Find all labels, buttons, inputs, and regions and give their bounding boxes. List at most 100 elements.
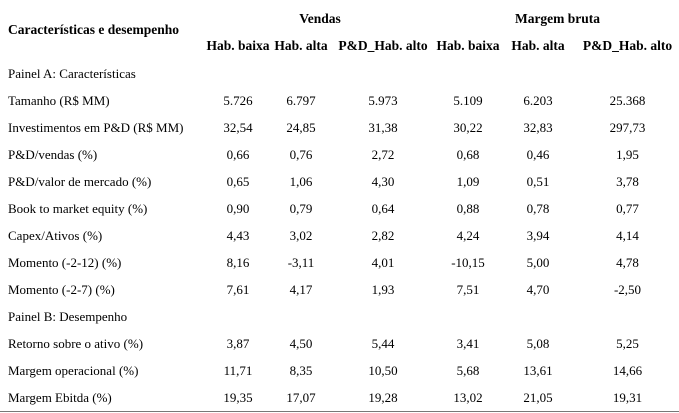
cell-value: -2,50 [613,281,642,297]
cell-value: 31,38 [368,119,398,135]
cell-value: 4,43 [226,227,250,243]
cell-value: 0,46 [526,146,550,162]
cell-value: 14,66 [612,362,643,378]
cell-value: 32,54 [223,119,253,135]
cell-value: 4,17 [289,281,313,297]
cell-value: 0,68 [456,146,480,162]
section-title: Painel B: Desempenho [8,308,128,324]
table-row: Retorno sobre o ativo (%) 3,87 4,50 5,44 3,4… [0,330,679,357]
cell-value: -3,11 [287,254,315,270]
subheader-margem-ped-hab-alto: P&D_Hab. alto [582,38,673,53]
cell-value: 4,78 [616,254,639,270]
cell-value: 7,61 [226,281,250,297]
table-row: Margem Ebitda (%) 19,35 17,07 19,28 13,02 21,… [0,384,679,412]
cell-value: 297,73 [609,119,646,135]
cell-value: 4,14 [616,227,639,243]
table-row: Investimentos em P&D (R$ MM) 32,54 24,85 31… [0,114,679,141]
column-group-margem-bruta: Margem bruta [514,11,601,26]
table-row: Momento (-2-7) (%) 7,61 4,17 1,93 7,51 4,70 -2… [0,276,679,303]
cell-value: 6.797 [286,92,316,108]
subheader-vendas-hab-baixa: Hab. baixa [206,38,270,53]
cell-value: 24,85 [286,119,316,135]
row-label: Momento (-2-12) (%) [8,254,122,270]
cell-value: 30,22 [453,119,483,135]
cell-value: 11,71 [223,362,253,378]
row-label: Book to market equity (%) [8,200,148,216]
subheader-vendas-ped-hab-alto: P&D_Hab. alto [338,38,428,53]
cell-value: -10,15 [451,254,485,270]
cell-value: 0,77 [616,200,639,216]
cell-value: 25.368 [609,92,646,108]
cell-value: 13,61 [523,362,553,378]
cell-value: 0,78 [526,200,550,216]
corner-header: Características e desempenho [8,22,179,37]
cell-value: 5,44 [371,335,395,351]
cell-value: 5.726 [223,92,253,108]
row-label: Capex/Ativos (%) [8,227,103,243]
cell-value: 13,02 [453,389,483,405]
cell-value: 10,50 [368,362,398,378]
row-label: Retorno sobre o ativo (%) [8,335,144,351]
table-row: Momento (-2-12) (%) 8,16 -3,11 4,01 -10,15 5,… [0,249,679,276]
row-label: Momento (-2-7) (%) [8,281,115,297]
cell-value: 2,72 [371,146,395,162]
cell-value: 19,31 [612,389,643,405]
cell-value: 21,05 [523,389,553,405]
table-header: Características e desempenho Vendas Marg… [0,0,679,60]
subheader-margem-hab-alta: Hab. alta [511,38,565,53]
cell-value: 5,25 [616,335,639,351]
row-label: Investimentos em P&D (R$ MM) [8,119,184,135]
subheader-margem-hab-baixa: Hab. baixa [436,38,500,53]
cell-value: 5.973 [368,92,398,108]
cell-value: 4,01 [371,254,395,270]
cell-value: 5,68 [456,362,480,378]
table-row: P&D/vendas (%) 0,66 0,76 2,72 0,68 0,46 1,95 [0,141,679,168]
subheader-vendas-hab-alta: Hab. alta [274,38,328,53]
cell-value: 0,76 [289,146,313,162]
cell-value: 5,00 [526,254,550,270]
cell-value: 0,51 [526,173,550,189]
table-body: Painel A: Características Tamanho (R$ MM)… [0,60,679,412]
row-label: Margem Ebitda (%) [8,389,112,405]
cell-value: 2,82 [371,227,395,243]
cell-value: 0,64 [371,200,395,216]
cell-value: 3,78 [616,173,639,189]
cell-value: 3,87 [226,335,250,351]
table-row: Capex/Ativos (%) 4,43 3,02 2,82 4,24 3,94 4,14 [0,222,679,249]
cell-value: 1,09 [456,173,480,189]
table-row: Margem operacional (%) 11,71 8,35 10,50 5,68… [0,357,679,384]
table-row: Book to market equity (%) 0,90 0,79 0,64 0,8… [0,195,679,222]
column-group-vendas: Vendas [299,11,341,26]
row-label: P&D/valor de mercado (%) [8,173,152,189]
cell-value: 0,88 [456,200,480,216]
cell-value: 5,08 [526,335,550,351]
section-title-row: Painel A: Características [0,60,679,87]
row-label: Tamanho (R$ MM) [8,92,110,108]
subheader-row: Hab. baixa Hab. alta P&D_Hab. alto Hab. … [0,32,679,60]
cell-value: 4,30 [371,173,395,189]
cell-value: 8,16 [226,254,250,270]
cell-value: 17,07 [286,389,316,405]
column-group-row: Características e desempenho Vendas Marg… [0,0,679,37]
cell-value: 19,35 [223,389,253,405]
row-label: Margem operacional (%) [8,362,139,378]
section-title: Painel A: Características [8,65,136,81]
cell-value: 5.109 [453,92,483,108]
cell-value: 19,28 [368,389,398,405]
cell-value: 1,95 [616,146,639,162]
cell-value: 4,50 [289,335,313,351]
cell-value: 0,66 [226,146,250,162]
table-row: P&D/valor de mercado (%) 0,65 1,06 4,30 1,09… [0,168,679,195]
cell-value: 4,70 [526,281,550,297]
cell-value: 32,83 [523,119,553,135]
cell-value: 1,93 [371,281,395,297]
row-label: P&D/vendas (%) [8,146,98,162]
section-title-row: Painel B: Desempenho [0,303,679,330]
cell-value: 0,79 [289,200,313,216]
cell-value: 1,06 [289,173,313,189]
cell-value: 3,02 [289,227,313,243]
cell-value: 0,65 [226,173,250,189]
cell-value: 4,24 [456,227,480,243]
